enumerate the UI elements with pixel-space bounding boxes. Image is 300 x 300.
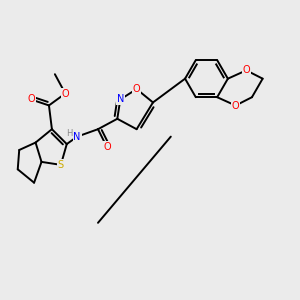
Text: O: O <box>242 65 250 75</box>
Text: O: O <box>61 88 69 98</box>
Text: O: O <box>27 94 35 104</box>
Text: N: N <box>117 94 124 104</box>
Text: O: O <box>133 84 140 94</box>
Text: S: S <box>58 160 64 170</box>
Text: H: H <box>66 129 72 138</box>
Text: N: N <box>74 132 81 142</box>
Text: O: O <box>103 142 111 152</box>
Text: O: O <box>232 100 239 110</box>
